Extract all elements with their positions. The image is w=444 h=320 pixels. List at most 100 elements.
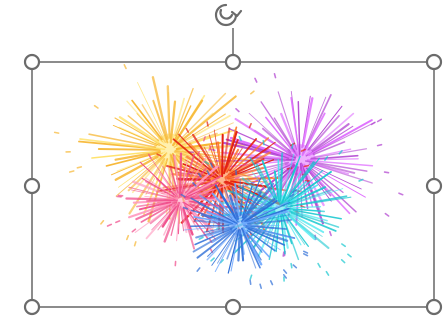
resize-handle-bottom-center[interactable] bbox=[224, 298, 242, 316]
burst-ray bbox=[184, 206, 209, 239]
burst-ray bbox=[120, 132, 158, 147]
burst-ray bbox=[169, 100, 177, 144]
burst-ray bbox=[141, 104, 167, 144]
burst-ray bbox=[239, 234, 245, 262]
burst-ray bbox=[140, 203, 173, 223]
burst-ray bbox=[285, 184, 319, 206]
burst-spark bbox=[286, 167, 293, 170]
burst-spark bbox=[106, 223, 113, 227]
burst-ray bbox=[166, 85, 171, 139]
burst-ray bbox=[312, 141, 346, 156]
burst-ray bbox=[203, 147, 221, 178]
burst-spark bbox=[182, 206, 189, 210]
resize-handle-bottom-left[interactable] bbox=[23, 298, 41, 316]
resize-handle-top-left[interactable] bbox=[23, 53, 41, 71]
burst-ray bbox=[242, 177, 262, 219]
burst-spark bbox=[303, 164, 310, 168]
burst-ray bbox=[195, 225, 235, 239]
burst-ray bbox=[141, 177, 174, 197]
burst-spark bbox=[156, 153, 162, 157]
burst-spark bbox=[325, 270, 330, 276]
burst-ray bbox=[115, 152, 168, 197]
burst-ray bbox=[243, 231, 263, 266]
burst-ray bbox=[231, 158, 265, 176]
burst-spark bbox=[76, 166, 83, 169]
burst-ray bbox=[289, 210, 340, 228]
burst-spark bbox=[192, 182, 197, 187]
burst-ray bbox=[203, 226, 230, 233]
burst-ray bbox=[130, 189, 170, 199]
burst-ray bbox=[190, 209, 234, 224]
burst-ray bbox=[227, 137, 270, 175]
burst-ray bbox=[240, 184, 244, 216]
burst-spark bbox=[203, 136, 206, 142]
burst-spark bbox=[273, 73, 277, 79]
burst-ray bbox=[285, 180, 307, 203]
burst-ray bbox=[292, 206, 322, 209]
burst-ray bbox=[173, 113, 226, 148]
burst-ray bbox=[226, 228, 240, 260]
burst-ray bbox=[277, 91, 298, 150]
burst-ray bbox=[114, 150, 161, 161]
burst-spark bbox=[185, 127, 190, 133]
burst-spark bbox=[324, 156, 329, 161]
burst-ray bbox=[310, 166, 366, 198]
burst-ray bbox=[290, 213, 325, 234]
resize-handle-top-center[interactable] bbox=[224, 53, 242, 71]
burst-ray bbox=[137, 82, 165, 139]
burst-ray bbox=[279, 168, 284, 205]
burst-ray bbox=[175, 95, 237, 146]
burst-ray bbox=[145, 161, 164, 195]
burst-ray bbox=[116, 151, 166, 172]
burst-ray bbox=[151, 76, 169, 141]
burst-ray bbox=[308, 114, 340, 151]
burst-ray bbox=[273, 170, 280, 203]
burst-ray bbox=[179, 165, 218, 180]
resize-handle-middle-left[interactable] bbox=[23, 177, 41, 195]
burst-ray bbox=[285, 169, 324, 204]
burst-ray bbox=[223, 130, 238, 175]
burst-ray bbox=[186, 179, 217, 197]
burst-spark bbox=[292, 264, 298, 269]
burst-spark bbox=[282, 251, 285, 257]
burst-ray bbox=[97, 148, 161, 151]
burst-ray bbox=[206, 211, 238, 225]
burst-ray bbox=[224, 139, 239, 172]
burst-ray bbox=[241, 191, 276, 224]
burst-spark bbox=[262, 139, 265, 146]
burst-ray bbox=[304, 112, 355, 156]
burst-ray bbox=[172, 138, 219, 178]
burst-ray bbox=[190, 197, 238, 225]
burst-ray bbox=[282, 171, 332, 207]
fireworks-image[interactable] bbox=[53, 64, 404, 290]
resize-handle-top-right[interactable] bbox=[425, 53, 443, 71]
burst-ray bbox=[127, 153, 166, 192]
burst-ray bbox=[179, 201, 188, 234]
burst-spark bbox=[206, 170, 210, 176]
burst-ray bbox=[186, 172, 217, 195]
burst-ray bbox=[188, 184, 230, 198]
burst-ray bbox=[287, 196, 352, 208]
burst-ray bbox=[138, 201, 172, 211]
burst-ray bbox=[242, 233, 257, 269]
burst-ray bbox=[182, 163, 217, 179]
burst-ray bbox=[203, 197, 236, 222]
resize-handle-bottom-right[interactable] bbox=[425, 298, 443, 316]
burst-ray bbox=[221, 133, 224, 178]
burst-spark bbox=[300, 148, 306, 152]
burst-ray bbox=[176, 202, 181, 242]
burst-ray bbox=[163, 206, 178, 236]
rotate-icon[interactable] bbox=[212, 2, 243, 30]
burst-ray bbox=[227, 177, 282, 181]
burst-spark bbox=[238, 135, 242, 142]
burst-ray bbox=[183, 225, 236, 231]
burst-spark bbox=[341, 243, 347, 248]
burst-ray bbox=[305, 167, 332, 202]
burst-ray bbox=[169, 167, 179, 194]
burst-ray bbox=[237, 228, 241, 262]
burst-spark bbox=[248, 122, 252, 129]
burst-ray bbox=[128, 202, 172, 219]
resize-handle-middle-right[interactable] bbox=[425, 177, 443, 195]
burst-ray bbox=[247, 227, 286, 246]
